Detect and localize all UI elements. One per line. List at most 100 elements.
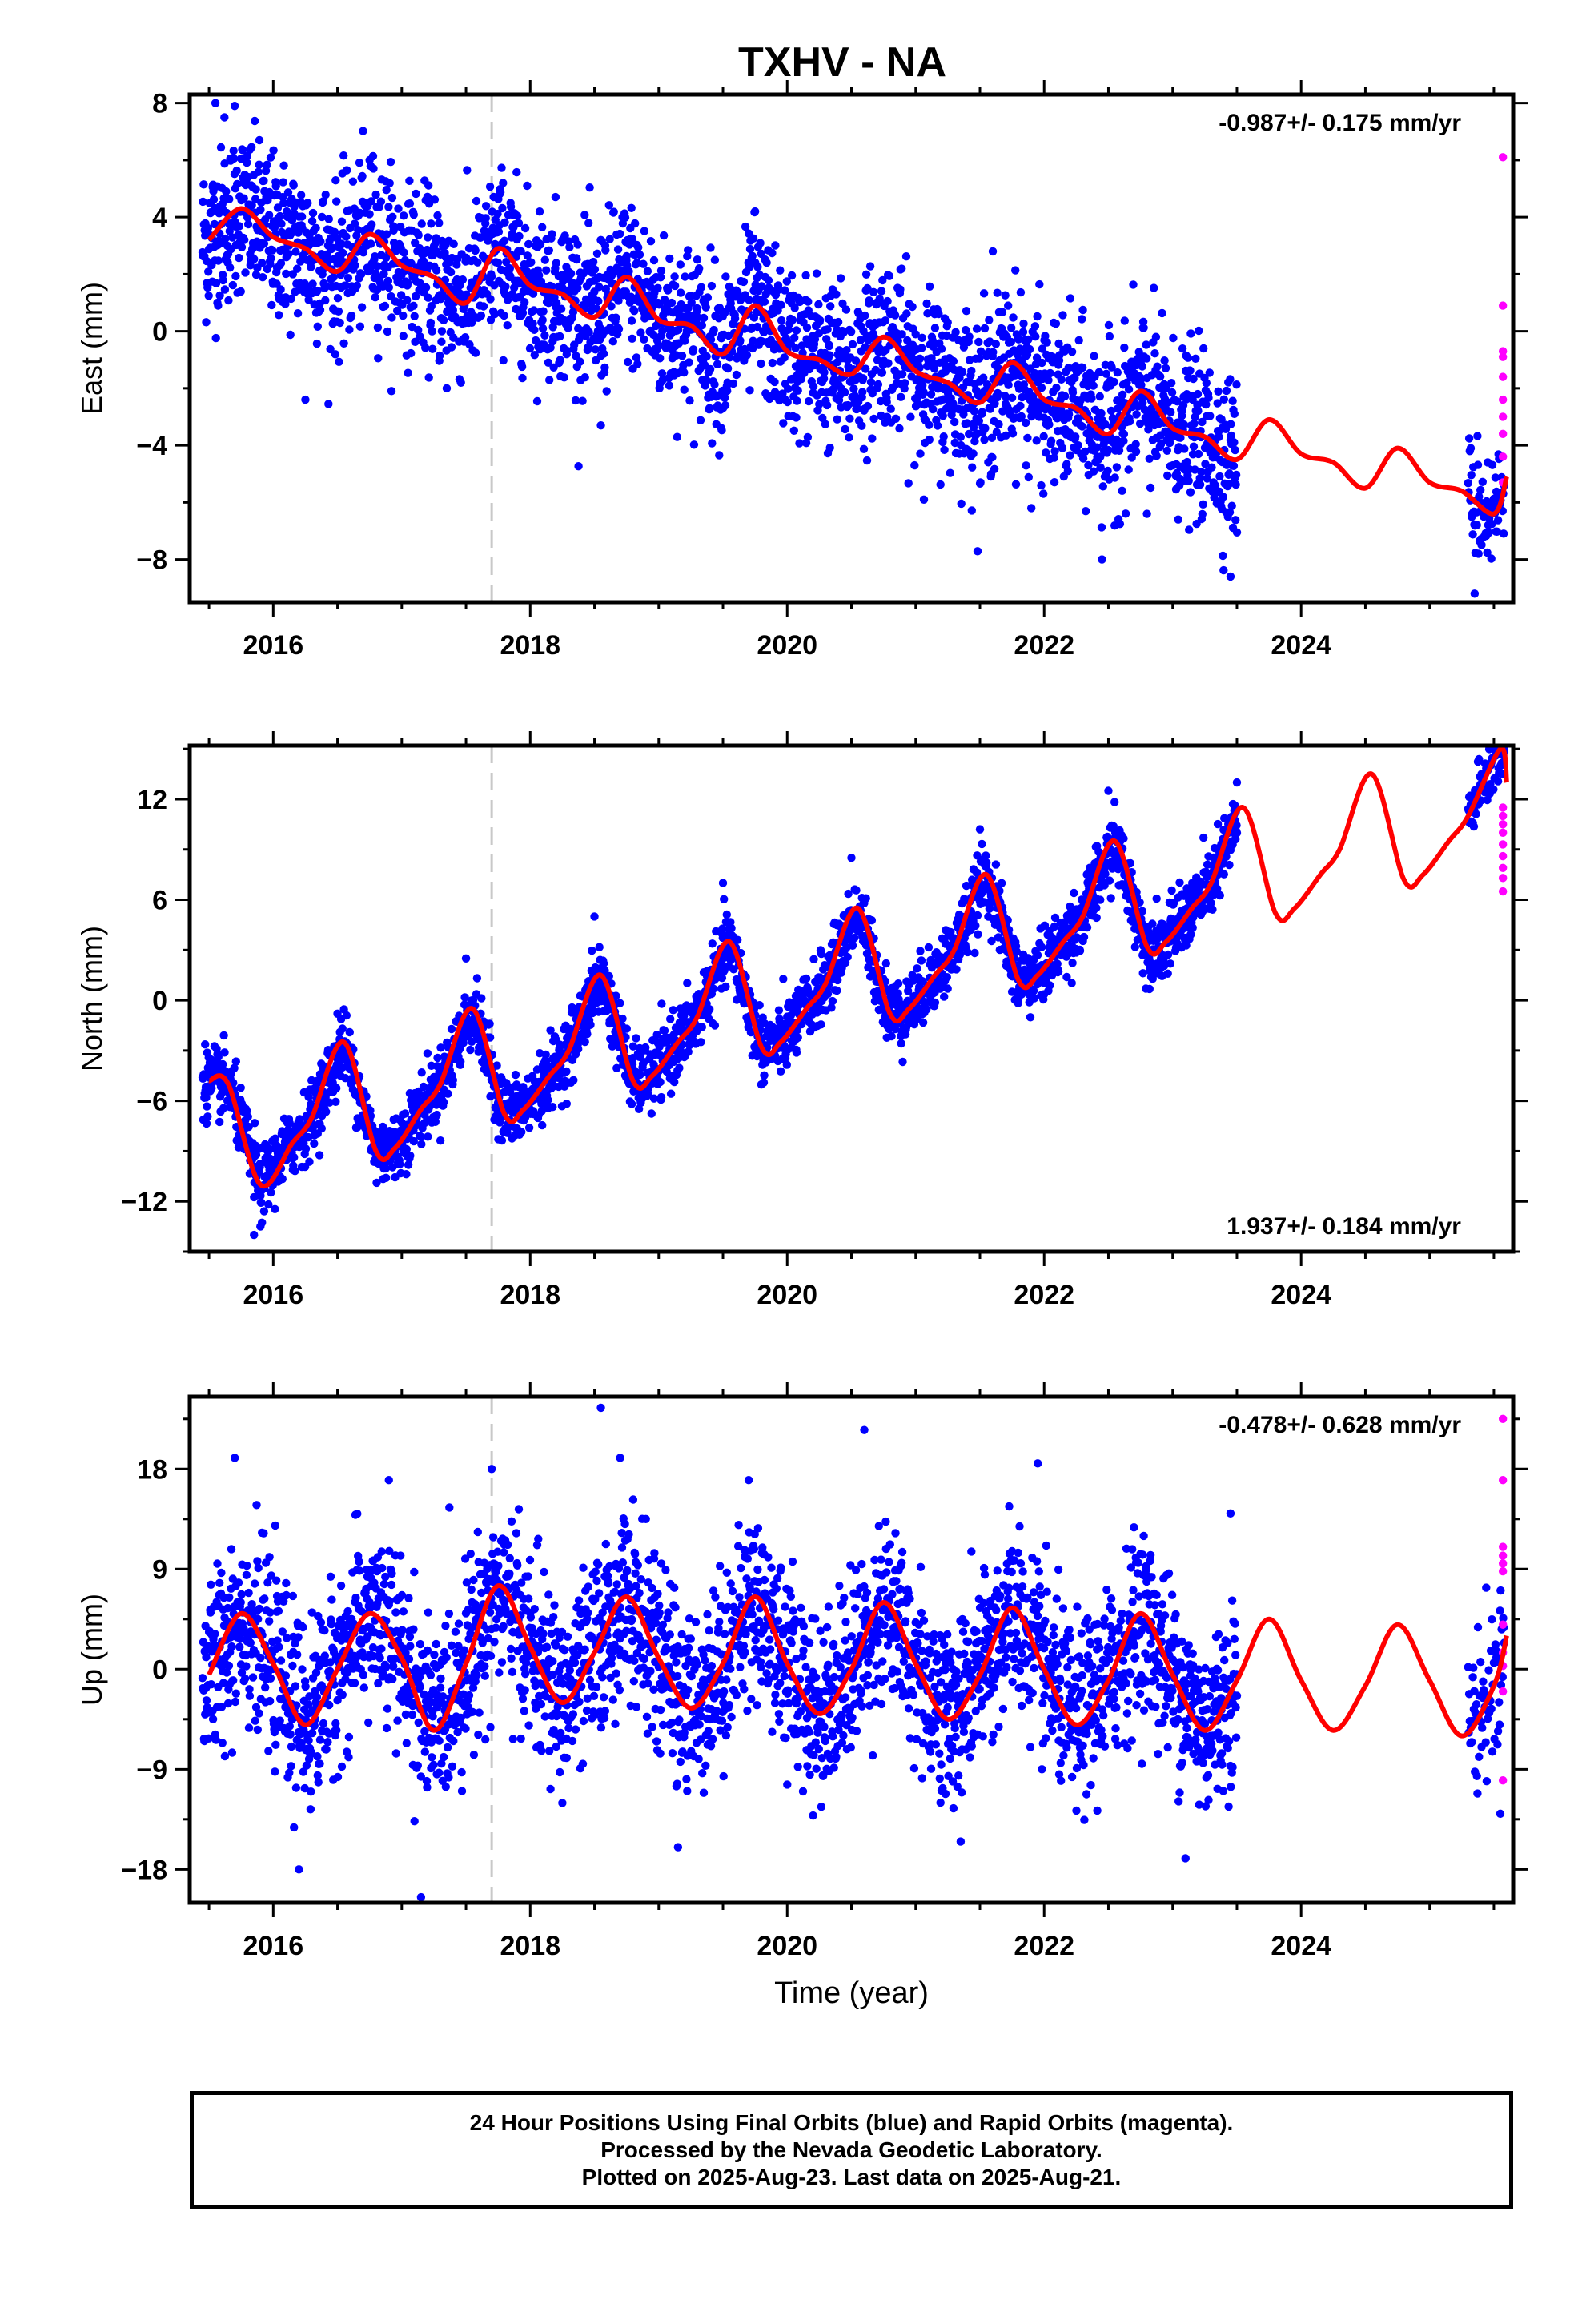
east-final-point (520, 298, 529, 307)
east-final-point (529, 306, 539, 315)
east-final-point (1050, 447, 1059, 456)
east-final-point (523, 251, 532, 260)
east-final-point (621, 287, 631, 296)
north-final-point (310, 1139, 319, 1148)
east-final-point (409, 210, 418, 219)
east-final-point (539, 307, 548, 316)
east-final-point (238, 146, 247, 155)
east-final-point (371, 190, 380, 199)
east-final-point (1022, 418, 1030, 428)
east-final-point (745, 296, 753, 304)
east-final-point (627, 316, 636, 325)
east-final-point (739, 277, 749, 287)
east-final-point (313, 322, 322, 331)
east-final-point (976, 478, 985, 487)
east-final-point (479, 302, 488, 311)
north-final-point (417, 1140, 426, 1148)
east-final-point (988, 247, 998, 256)
east-final-point (639, 259, 648, 268)
east-final-point (460, 333, 470, 342)
east-final-point (335, 318, 344, 328)
east-final-point (969, 449, 978, 458)
north-final-point (632, 1034, 640, 1043)
north-final-point (777, 1067, 785, 1076)
east-final-point (1096, 463, 1105, 472)
east-final-point (436, 351, 444, 360)
north-final-point (683, 979, 692, 987)
east-final-point (925, 420, 934, 429)
east-final-point (609, 207, 618, 216)
east-final-point (979, 289, 989, 298)
east-final-point (797, 341, 806, 350)
east-final-point (546, 343, 555, 352)
east-final-point (232, 166, 241, 175)
east-final-point (343, 166, 351, 175)
east-final-point (1063, 467, 1073, 476)
east-final-point (388, 212, 397, 221)
east-final-point (235, 222, 244, 231)
east-final-point (1125, 417, 1134, 426)
east-final-point (709, 325, 718, 335)
east-final-point (915, 354, 925, 363)
east-final-point (400, 248, 408, 257)
east-final-point (209, 195, 219, 204)
east-final-point (988, 452, 997, 462)
east-final-point (1491, 473, 1500, 482)
north-final-point (697, 1023, 706, 1031)
east-final-point (1131, 447, 1141, 456)
east-final-point (1131, 440, 1140, 448)
east-final-point (697, 320, 706, 330)
east-final-point (1202, 400, 1211, 409)
east-final-point (1162, 446, 1172, 455)
east-final-point (685, 396, 694, 405)
east-final-point (980, 436, 989, 444)
north-final-point (436, 1043, 445, 1052)
east-final-point (540, 255, 549, 264)
east-final-point (1184, 476, 1193, 485)
east-final-point (1179, 420, 1189, 429)
east-final-point (594, 296, 603, 306)
east-final-point (1057, 375, 1066, 384)
east-final-point (1219, 493, 1228, 501)
east-final-point (576, 357, 584, 366)
east-final-point (632, 353, 641, 362)
east-final-point (268, 246, 277, 255)
east-final-point (1169, 333, 1178, 343)
east-final-point (229, 147, 238, 155)
east-final-point (917, 333, 927, 342)
north-final-points (198, 746, 1509, 1240)
east-final-point (1004, 380, 1013, 389)
east-final-point (703, 293, 713, 302)
east-final-point (542, 266, 551, 275)
east-final-point (733, 287, 742, 296)
east-model-curve (207, 206, 1509, 517)
east-final-point (1142, 509, 1151, 518)
east-final-point (883, 296, 892, 306)
east-final-point (1110, 473, 1119, 482)
east-final-point (428, 344, 437, 353)
east-final-point (697, 283, 706, 292)
east-final-point (487, 272, 496, 281)
east-final-point (1033, 312, 1042, 321)
east-final-point (385, 179, 394, 187)
east-final-point (659, 231, 669, 240)
east-final-point (795, 439, 804, 448)
east-final-point (267, 254, 275, 263)
east-final-point (865, 296, 873, 305)
east-final-point (568, 278, 577, 287)
north-final-point (759, 1078, 769, 1087)
east-final-point (426, 318, 436, 328)
east-final-point (919, 388, 928, 396)
east-final-point (1016, 401, 1025, 410)
east-final-point (661, 296, 670, 306)
east-final-point (930, 324, 940, 332)
north-final-point (379, 1122, 387, 1132)
east-final-point (1231, 516, 1240, 525)
east-final-point (837, 274, 845, 283)
east-final-point (720, 393, 729, 402)
east-final-point (221, 234, 230, 243)
east-final-point (584, 328, 593, 336)
east-final-point (620, 213, 630, 222)
north-final-point (583, 1030, 592, 1039)
east-final-point (512, 167, 521, 177)
